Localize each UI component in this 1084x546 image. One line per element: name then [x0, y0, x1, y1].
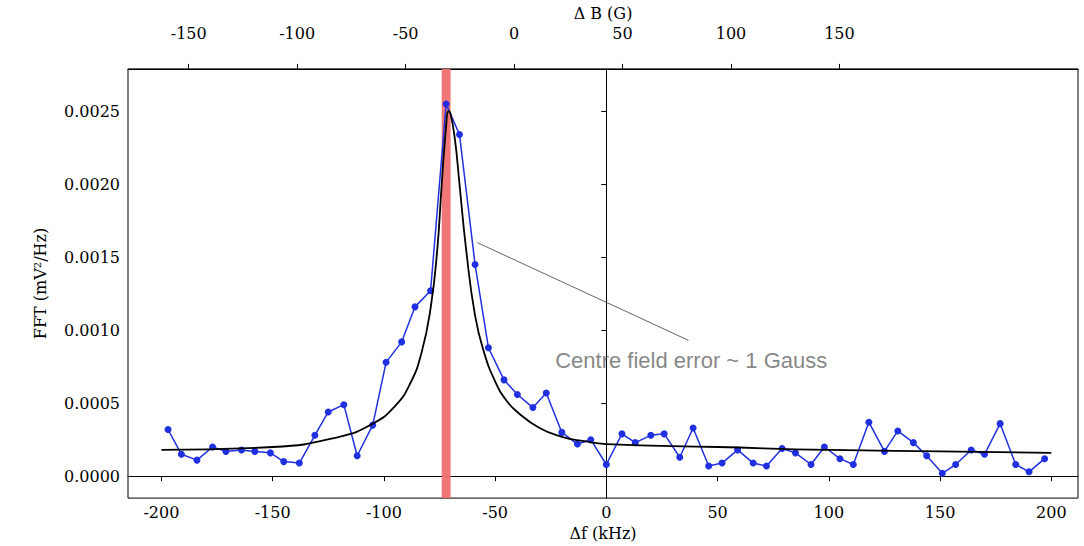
svg-text:50: 50 [707, 503, 727, 522]
svg-text:0.0015: 0.0015 [64, 248, 120, 267]
svg-text:0.0010: 0.0010 [64, 321, 120, 340]
svg-text:-100: -100 [366, 503, 402, 522]
svg-text:FFT (mV²/Hz): FFT (mV²/Hz) [31, 228, 50, 339]
svg-text:0.0000: 0.0000 [64, 467, 120, 486]
svg-text:0.0005: 0.0005 [64, 394, 120, 413]
svg-text:150: 150 [824, 24, 855, 43]
svg-text:-200: -200 [143, 503, 179, 522]
svg-text:Centre field error ~ 1 Gauss: Centre field error ~ 1 Gauss [555, 348, 827, 373]
svg-text:150: 150 [925, 503, 956, 522]
svg-text:-50: -50 [393, 24, 419, 43]
svg-text:0: 0 [509, 24, 519, 43]
svg-text:-50: -50 [482, 503, 508, 522]
svg-text:0.0025: 0.0025 [64, 102, 120, 121]
svg-text:0.0020: 0.0020 [64, 175, 120, 194]
svg-text:100: 100 [716, 24, 747, 43]
svg-text:0: 0 [601, 503, 611, 522]
svg-text:Δf (kHz): Δf (kHz) [569, 524, 636, 543]
svg-text:200: 200 [1036, 503, 1067, 522]
svg-text:-150: -150 [255, 503, 291, 522]
svg-text:-150: -150 [171, 24, 207, 43]
svg-text:Δ B (G): Δ B (G) [574, 4, 633, 23]
svg-text:50: 50 [612, 24, 632, 43]
svg-text:-100: -100 [279, 24, 315, 43]
svg-text:100: 100 [814, 503, 845, 522]
